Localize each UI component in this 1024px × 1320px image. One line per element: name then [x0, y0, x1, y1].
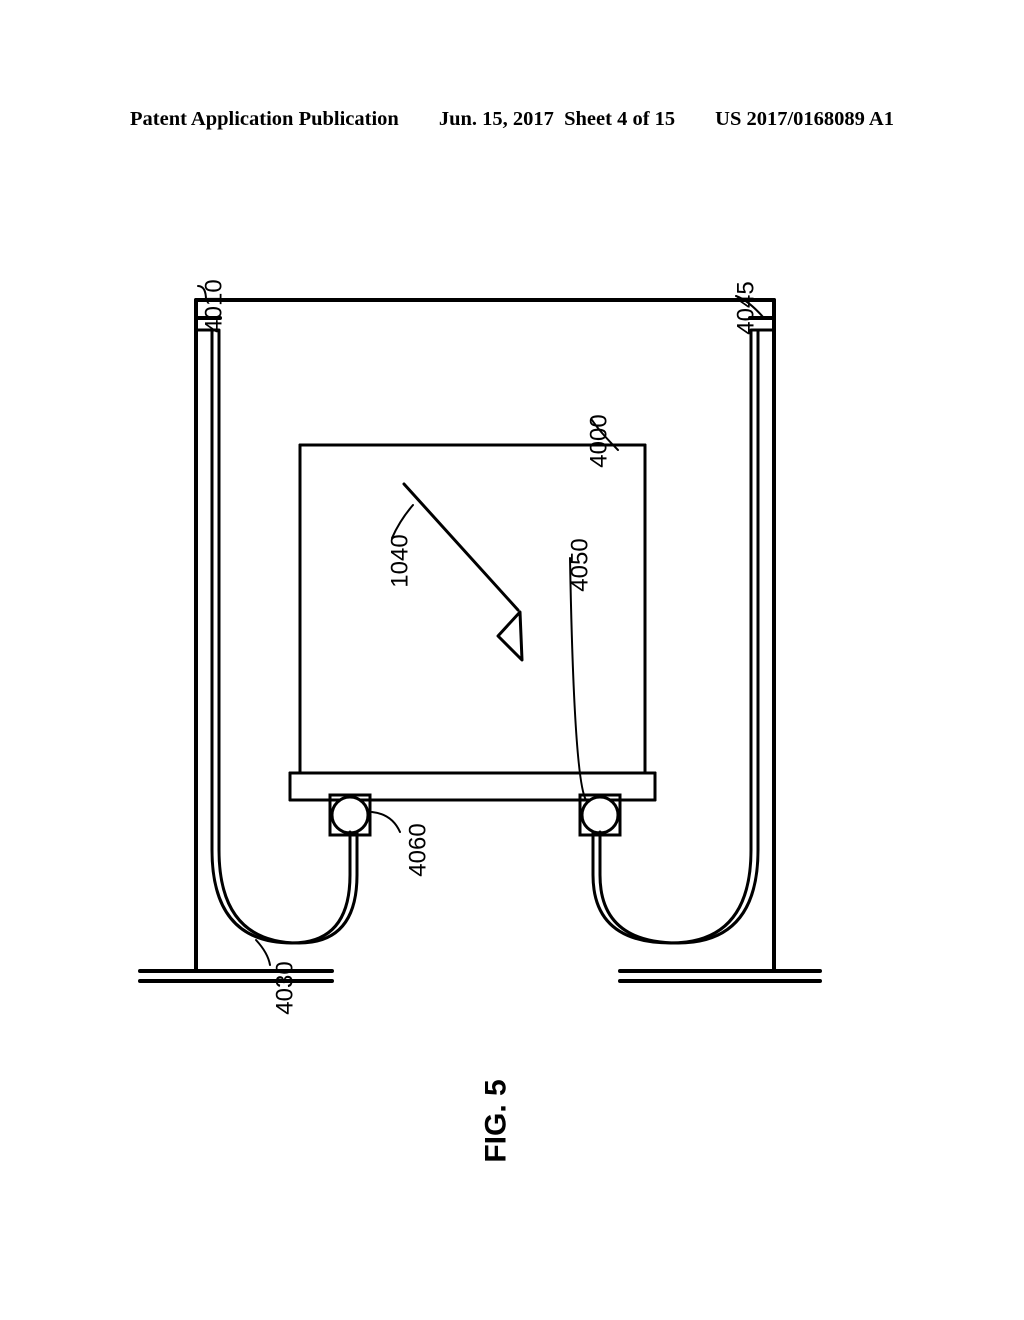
ref-label-4030: 4030 [272, 961, 300, 1014]
ref-label-4050: 4050 [567, 538, 595, 591]
ref-label-4060: 4060 [405, 823, 433, 876]
figure-caption: FIG. 5 [480, 1079, 514, 1162]
ref-label-1040: 1040 [387, 534, 415, 587]
ref-label-4045: 4045 [733, 281, 761, 334]
ref-label-4000: 4000 [586, 414, 614, 467]
ref-label-4010: 4010 [201, 279, 229, 332]
